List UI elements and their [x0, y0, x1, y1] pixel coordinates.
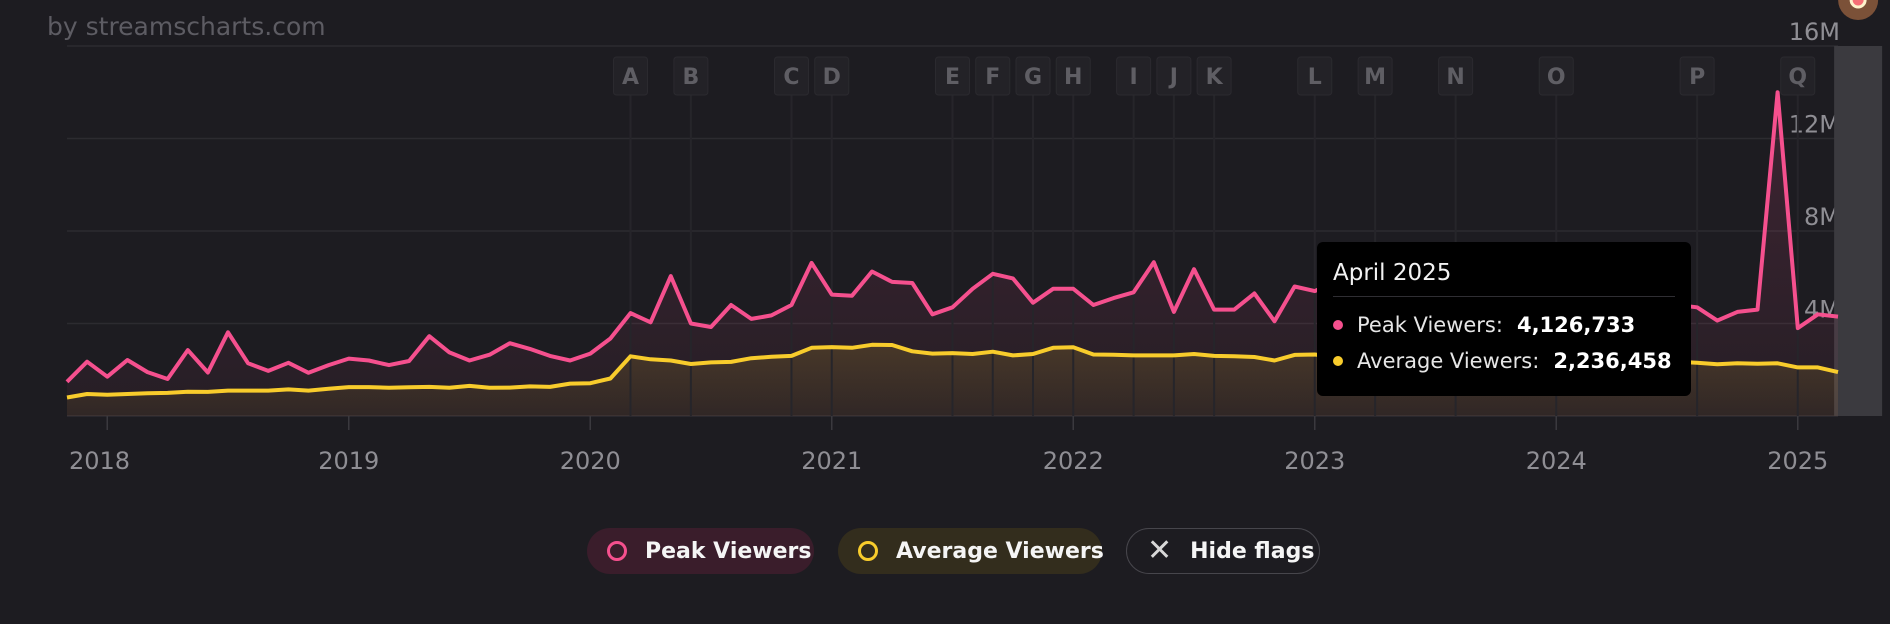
flag-label: M: [1364, 65, 1386, 90]
flag-box: [1438, 56, 1474, 96]
flag-label: G: [1024, 65, 1042, 90]
x-tick-label: 2022: [1043, 447, 1104, 475]
flag-box: [1538, 56, 1574, 96]
y-tick-label: 16M: [1789, 18, 1840, 46]
flag-label: E: [945, 65, 960, 90]
tooltip-peak-value: 4,126,733: [1516, 313, 1636, 337]
x-tick-label: 2019: [318, 447, 379, 475]
peak-dot-icon: [1333, 320, 1343, 330]
flag-label: Q: [1788, 65, 1807, 90]
legend-peak-label: Peak Viewers: [645, 538, 812, 564]
flag-box: [1015, 56, 1051, 96]
x-tick-label: 2025: [1767, 447, 1828, 475]
flag-box: [935, 56, 970, 96]
flag-label: B: [682, 65, 699, 90]
x-tick-label: 2021: [801, 447, 862, 475]
tooltip-avg-value: 2,236,458: [1553, 349, 1672, 373]
flag-line: [1796, 57, 1799, 416]
flag-label: J: [1168, 65, 1178, 90]
flag-box: [774, 56, 809, 96]
tooltip-peak-label: Peak Viewers:: [1357, 313, 1503, 337]
flag-box: [1780, 56, 1816, 96]
flag-line: [830, 57, 833, 416]
legend-avg-label: Average Viewers: [896, 538, 1104, 564]
flag-line: [951, 57, 954, 416]
flag-label: K: [1206, 65, 1224, 90]
hover-tooltip: April 2025 Peak Viewers: 4,126,733 Avera…: [1317, 242, 1691, 396]
flag-box: [1297, 56, 1333, 96]
legend-peak-viewers-button[interactable]: Peak Viewers: [587, 528, 814, 574]
flag-line: [1213, 57, 1216, 416]
y-tick-label: 12M: [1789, 111, 1840, 139]
flag-box: [1055, 56, 1091, 96]
tooltip-row-peak: Peak Viewers: 4,126,733: [1333, 307, 1675, 343]
avg-hover-halo: [1838, 0, 1879, 20]
source-watermark: by streamscharts.com: [47, 12, 326, 41]
flag-line: [1454, 57, 1457, 416]
flag-line: [689, 57, 692, 416]
flag-box: [1116, 56, 1152, 96]
hover-band: [1834, 46, 1883, 416]
legend-average-viewers-button[interactable]: Average Viewers: [838, 528, 1104, 574]
flag-line: [991, 57, 994, 416]
flag-line: [1132, 57, 1135, 416]
x-tick-label: 2024: [1526, 447, 1587, 475]
flag-box: [1196, 56, 1232, 96]
tooltip-title: April 2025: [1333, 260, 1675, 297]
flag-line: [1072, 57, 1075, 416]
flag-line: [1696, 57, 1699, 416]
flag-box: [1156, 56, 1192, 96]
peak-ring-icon: [607, 541, 627, 561]
flag-label: L: [1308, 65, 1322, 90]
flag-label: F: [985, 65, 1000, 90]
flag-line: [1313, 57, 1316, 416]
hide-flags-label: Hide flags: [1190, 538, 1315, 564]
x-tick-label: 2023: [1284, 447, 1345, 475]
flag-box: [814, 56, 850, 96]
peak-hover-point: [1849, 0, 1867, 9]
close-icon: ✕: [1147, 533, 1173, 568]
flag-box: [1679, 56, 1715, 96]
flag-label: A: [622, 65, 639, 90]
flag-line: [629, 57, 632, 416]
flag-label: N: [1446, 65, 1464, 90]
flag-label: H: [1064, 65, 1082, 90]
flag-box: [613, 56, 648, 96]
peak-hover-halo: [1838, 0, 1879, 20]
y-tick-label: 8M: [1804, 203, 1840, 231]
flag-line: [1374, 57, 1377, 416]
flag-label: D: [823, 65, 841, 90]
avg-dot-icon: [1333, 356, 1343, 366]
flag-line: [1555, 57, 1558, 416]
x-tick-label: 2020: [560, 447, 621, 475]
flag-label: P: [1689, 65, 1705, 90]
avg-ring-icon: [858, 541, 878, 561]
flag-box: [975, 56, 1011, 96]
tooltip-row-avg: Average Viewers: 2,236,458: [1333, 343, 1675, 379]
flag-label: C: [783, 65, 799, 90]
flag-label: O: [1547, 65, 1566, 90]
flag-line: [1172, 57, 1175, 416]
flag-box: [673, 56, 709, 96]
flag-line: [1032, 57, 1034, 416]
hide-flags-button[interactable]: ✕ Hide flags: [1126, 528, 1320, 574]
tooltip-avg-label: Average Viewers:: [1357, 349, 1540, 373]
x-tick-label: 2018: [69, 447, 130, 475]
flag-box: [1357, 56, 1393, 96]
flag-line: [790, 57, 793, 416]
flag-label: I: [1130, 65, 1138, 90]
